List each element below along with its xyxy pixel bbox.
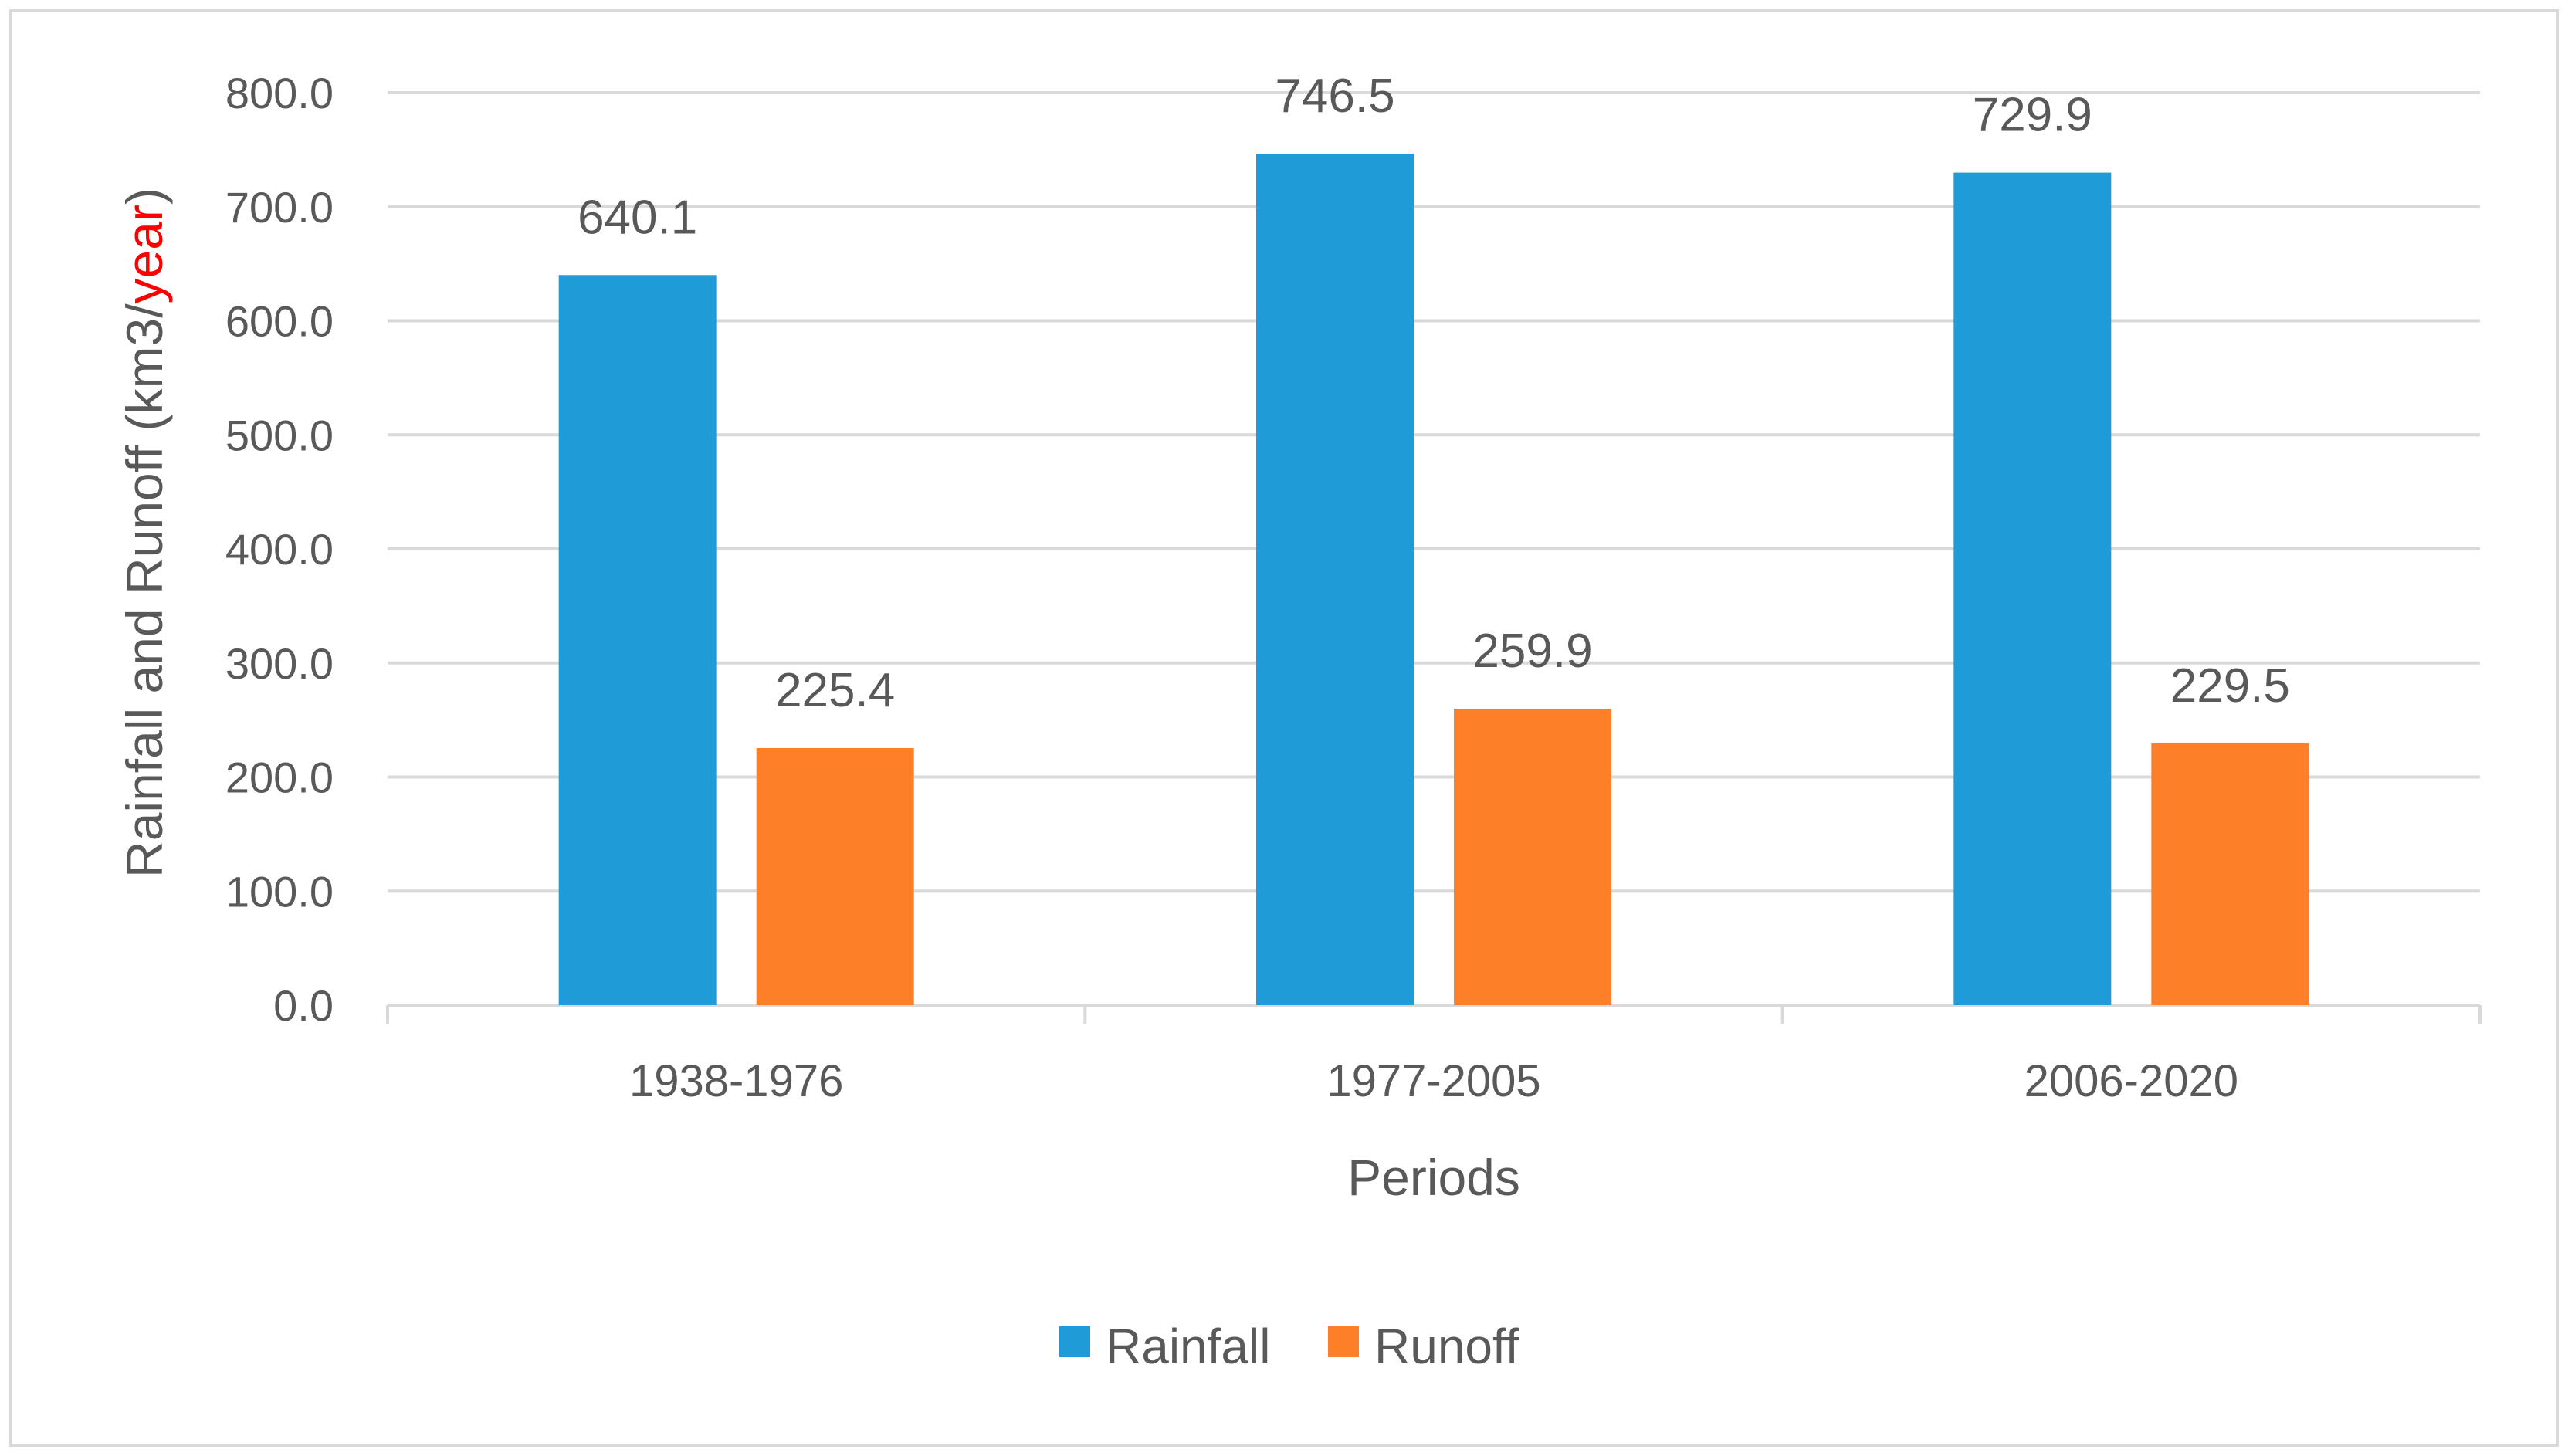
x-tick-marks — [386, 1005, 2482, 1024]
bar-rainfall-2 — [1953, 172, 2112, 1005]
data-label-runoff-2: 229.5 — [2170, 659, 2290, 713]
legend-swatch-rainfall — [1059, 1326, 1090, 1357]
x-axis-title: Periods — [1347, 1149, 1520, 1206]
legend-label-rainfall: Rainfall — [1106, 1319, 1270, 1374]
data-label-runoff-0: 225.4 — [775, 664, 895, 717]
category-labels: 1938-1976 1977-2005 2006-2020 — [629, 1056, 2238, 1106]
y-tick-label: 400.0 — [225, 525, 334, 574]
y-axis-title-unit: year — [116, 205, 173, 303]
legend-label-runoff: Runoff — [1374, 1319, 1519, 1374]
y-tick-label: 100.0 — [225, 867, 334, 916]
data-labels: 640.1 225.4 746.5 259.9 729.9 229.5 — [578, 69, 2290, 717]
bar-runoff-0 — [756, 747, 914, 1005]
legend: Rainfall Runoff — [1059, 1319, 1519, 1374]
category-label: 1938-1976 — [629, 1056, 843, 1106]
y-tick-label: 0.0 — [273, 981, 334, 1030]
y-tick-label: 500.0 — [225, 411, 334, 459]
y-tick-label: 600.0 — [225, 297, 334, 346]
category-label: 2006-2020 — [2024, 1056, 2238, 1106]
data-label-rainfall-0: 640.1 — [578, 191, 697, 244]
data-label-rainfall-2: 729.9 — [1973, 89, 2092, 142]
y-axis-title: Rainfall and Runoff (km3/year) — [116, 188, 173, 878]
bar-runoff-1 — [1454, 708, 1611, 1005]
bar-rainfall-0 — [558, 275, 717, 1005]
y-axis-title-close: ) — [116, 188, 173, 205]
data-label-runoff-1: 259.9 — [1472, 625, 1592, 678]
bar-rainfall-1 — [1256, 154, 1414, 1005]
y-tick-label: 700.0 — [225, 183, 334, 232]
gridlines — [388, 91, 2480, 893]
y-tick-labels: 0.0 100.0 200.0 300.0 400.0 500.0 600.0 700.0 80… — [225, 69, 334, 1030]
bars — [558, 154, 2309, 1005]
data-label-rainfall-1: 746.5 — [1275, 69, 1394, 123]
y-tick-label: 800.0 — [225, 69, 334, 117]
bar-runoff-2 — [2151, 743, 2309, 1005]
legend-swatch-runoff — [1328, 1326, 1359, 1357]
y-axis-title-main: Rainfall and Runoff (km3/ — [116, 303, 173, 878]
y-tick-label: 300.0 — [225, 639, 334, 688]
category-label: 1977-2005 — [1326, 1056, 1540, 1106]
y-tick-label: 200.0 — [225, 753, 334, 802]
